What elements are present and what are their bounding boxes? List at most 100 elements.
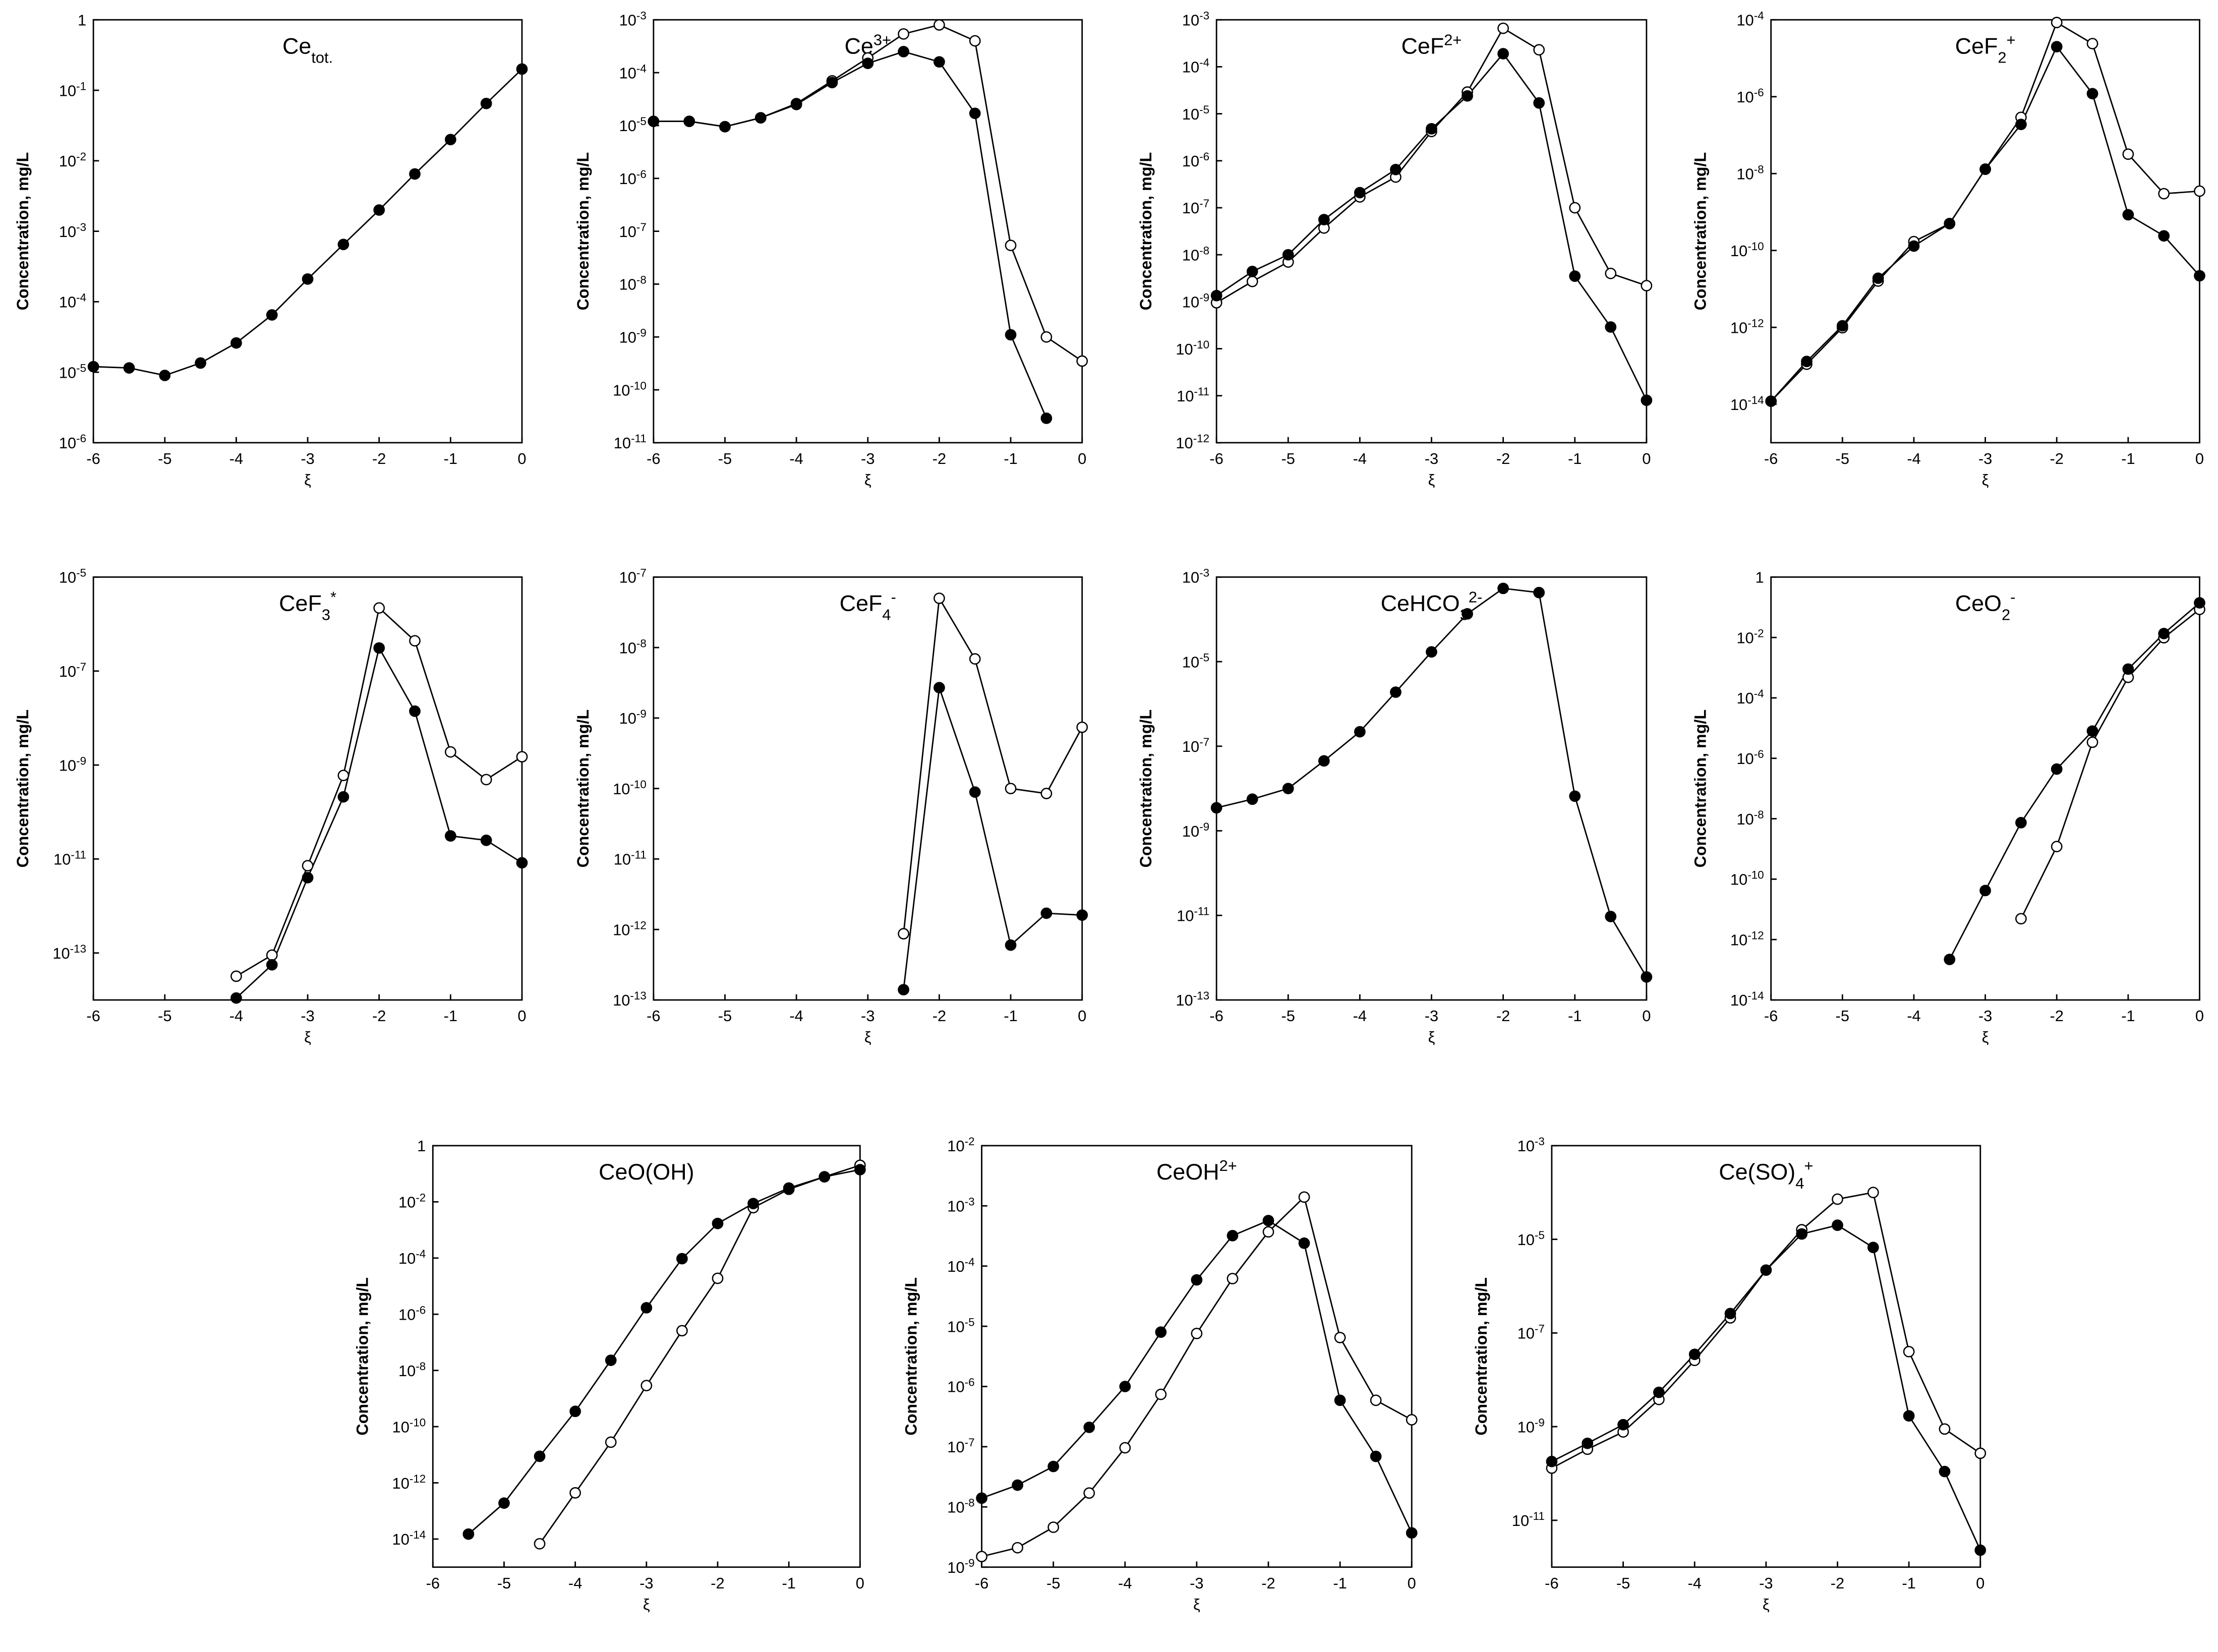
y-tick-base: 10 [1182, 293, 1199, 311]
data-point [2051, 41, 2063, 52]
data-point [2086, 88, 2098, 100]
x-tick-label: -5 [158, 450, 171, 467]
y-tick-base: 10 [1176, 991, 1193, 1009]
y-axis-label: Concentration, mg/L [902, 1277, 920, 1436]
y-tick-base: 10 [392, 1530, 410, 1548]
y-tick-base: 10 [613, 921, 630, 938]
y-tick-label: 10-7 [1182, 736, 1209, 755]
title-part: Ce [282, 33, 311, 59]
data-point [1012, 1542, 1023, 1554]
y-tick-exponent: -10 [1193, 338, 1209, 350]
x-tick-label: -5 [158, 1007, 171, 1025]
data-point [1760, 1264, 1772, 1276]
y-tick-base: 10 [1182, 58, 1199, 76]
data-point [1582, 1437, 1594, 1449]
chart: CeOH2+-6 -5 -4 -3 -2 -1 0ξ10-210-310-410-510-6… [902, 1135, 1418, 1613]
data-point [1040, 788, 1053, 799]
chart: CeO(OH)-6 -5 -4 -3 -2 -1 0ξ110-210-410-610-810… [353, 1137, 866, 1613]
data-point [640, 1380, 653, 1391]
y-axis-label: Concentration, mg/L [1691, 152, 1710, 311]
title-part: - [2010, 588, 2015, 606]
y-tick-base: 10 [1736, 629, 1754, 646]
x-tick-label: -6 [1764, 1007, 1778, 1025]
x-tick-label: -4 [1118, 1574, 1132, 1592]
y-tick-base: 10 [1182, 569, 1199, 586]
data-point [1944, 954, 1956, 965]
data-point [266, 309, 278, 321]
plot-frame [432, 1145, 861, 1568]
y-tick-label: 10-8 [619, 273, 647, 293]
data-point [1641, 394, 1653, 406]
data-point [854, 1164, 866, 1175]
y-tick-exponent: -4 [416, 1247, 426, 1260]
y-tick-base: 10 [59, 364, 76, 381]
y-tick-label: 10-13 [613, 989, 647, 1010]
x-tick-label: -1 [1004, 1007, 1017, 1025]
data-point [373, 204, 385, 216]
data-point [1426, 646, 1437, 658]
y-tick-exponent: -8 [636, 273, 647, 286]
plot-frame [1770, 19, 2200, 444]
y-tick-base: 10 [1182, 152, 1199, 170]
title-part: CeO [1955, 591, 2002, 616]
x-tick-label: -1 [2121, 1007, 2135, 1025]
data-point [2086, 725, 2098, 737]
y-tick-label: 10-10 [613, 379, 647, 399]
y-tick-base: 10 [619, 11, 636, 29]
title-part: CeF [840, 591, 883, 616]
data-point [898, 28, 909, 40]
data-point [1390, 163, 1402, 175]
data-point [1832, 1219, 1843, 1231]
x-tick-label: -1 [1568, 450, 1582, 467]
y-tick-base: 10 [392, 1418, 410, 1436]
y-tick-base: 10 [947, 1318, 964, 1335]
y-tick-base: 10 [1736, 88, 1754, 106]
y-tick-base: 10 [1736, 750, 1754, 768]
data-point [933, 19, 945, 31]
y-tick-label: 10-14 [392, 1528, 426, 1549]
data-point [1083, 1487, 1095, 1499]
y-tick-label: 10-7 [619, 566, 647, 586]
y-tick-label: 10-10 [1176, 338, 1209, 358]
data-point [1155, 1326, 1167, 1338]
data-point [712, 1272, 724, 1284]
series-line [1770, 45, 2200, 402]
y-tick-exponent: -13 [70, 942, 86, 955]
y-tick-label: 10-5 [947, 1316, 974, 1335]
y-tick-label: 10-7 [1182, 197, 1209, 217]
data-point [2086, 38, 2098, 49]
data-point [2158, 627, 2170, 639]
title-part: 2+ [1444, 31, 1462, 48]
y-tick-base: 10 [59, 434, 76, 452]
y-tick-label: 1 [417, 1137, 426, 1155]
chart: Cetot.-6 -5 -4 -3 -2 -1 0ξ110-110-210-310-410-… [14, 11, 528, 489]
y-tick-label: 10-10 [1730, 868, 1764, 888]
data-point [1076, 355, 1088, 367]
y-tick-base: 10 [398, 1194, 416, 1211]
y-tick-exponent: -6 [1754, 86, 1764, 98]
data-point [1426, 123, 1437, 135]
y-tick-label: 10-7 [1517, 1322, 1545, 1342]
x-tick-label: -4 [1907, 450, 1920, 467]
data-point [516, 857, 528, 869]
y-tick-exponent: -2 [416, 1191, 426, 1204]
y-tick-label: 10-12 [1730, 929, 1764, 949]
y-axis-label: Concentration, mg/L [1137, 152, 1155, 311]
data-point [1282, 249, 1294, 261]
data-point [480, 97, 492, 109]
y-tick-label: 10-2 [398, 1191, 426, 1211]
data-point [1462, 608, 1473, 620]
y-tick-exponent: -13 [1193, 989, 1209, 1002]
chart: CeF2+-6 -5 -4 -3 -2 -1 0ξ10-310-410-510-610-71… [1137, 9, 1653, 489]
y-tick-exponent: -11 [631, 432, 647, 445]
y-tick-label: 10-12 [1730, 317, 1764, 337]
x-axis-label: ξ [1428, 471, 1435, 489]
y-tick-base: 10 [1736, 810, 1754, 828]
data-point [2122, 148, 2134, 160]
y-tick-exponent: -7 [636, 566, 647, 579]
x-tick-label: -4 [568, 1574, 582, 1592]
x-axis-label: ξ [1982, 1028, 1989, 1046]
data-point [783, 1182, 795, 1194]
y-tick-exponent: -10 [630, 778, 646, 790]
y-tick-exponent: -6 [965, 1376, 975, 1388]
